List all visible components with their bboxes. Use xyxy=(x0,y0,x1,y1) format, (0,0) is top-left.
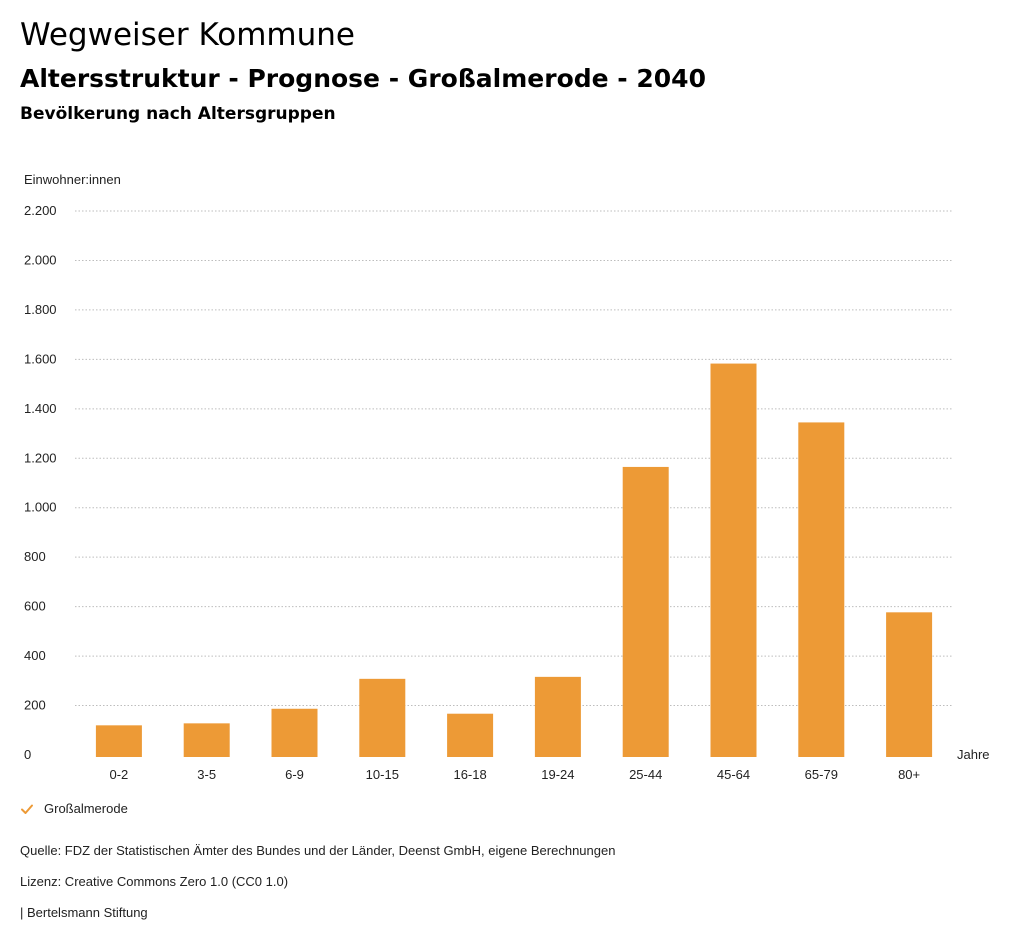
y-axis-title: Einwohner:innen xyxy=(24,172,121,187)
y-tick-label: 1.000 xyxy=(24,500,57,515)
x-tick-label: 25-44 xyxy=(629,767,662,782)
x-tick-label: 10-15 xyxy=(366,767,399,782)
bar xyxy=(359,678,406,757)
bar xyxy=(183,723,230,757)
y-tick-label: 2.200 xyxy=(24,203,57,218)
y-tick-label: 1.800 xyxy=(24,302,57,317)
bar xyxy=(447,713,494,757)
x-tick-label: 45-64 xyxy=(717,767,750,782)
x-tick-label: 80+ xyxy=(898,767,920,782)
bar xyxy=(886,612,933,757)
x-tick-label: 16-18 xyxy=(453,767,486,782)
x-tick-label: 0-2 xyxy=(110,767,129,782)
x-tick-label: 65-79 xyxy=(805,767,838,782)
bar-chart: Einwohner:innen 0 200 400 600 800 1.000 1.200 1.… xyxy=(24,172,990,782)
y-tick-label: 0 xyxy=(24,747,31,762)
y-tick-label: 200 xyxy=(24,698,46,713)
source-note: Quelle: FDZ der Statistischen Ämter des … xyxy=(20,843,616,858)
bar xyxy=(798,422,845,757)
axis-labels: Einwohner:innen 0 200 400 600 800 1.000 1.200 1.… xyxy=(24,172,990,782)
license-note: Lizenz: Creative Commons Zero 1.0 (CC0 1… xyxy=(20,874,289,889)
chart-section-title: Bevölkerung nach Altersgruppen xyxy=(20,104,336,124)
y-tick-label: 1.400 xyxy=(24,401,57,416)
y-tick-label: 2.000 xyxy=(24,252,57,267)
legend-item[interactable]: Großalmerode xyxy=(20,801,128,816)
y-tick-label: 800 xyxy=(24,549,46,564)
x-tick-label: 6-9 xyxy=(285,767,304,782)
y-tick-label: 1.600 xyxy=(24,351,57,366)
checkmark-icon xyxy=(21,804,33,814)
x-tick-label: 3-5 xyxy=(197,767,216,782)
bar xyxy=(271,708,318,757)
y-tick-label: 400 xyxy=(24,648,46,663)
bar xyxy=(710,363,757,757)
x-axis-title: Jahre xyxy=(957,747,990,762)
legend-label: Großalmerode xyxy=(44,801,128,816)
bar-series xyxy=(95,363,933,757)
publisher-note: | Bertelsmann Stiftung xyxy=(20,905,148,920)
bar xyxy=(622,466,669,757)
bar xyxy=(534,676,581,757)
page-subtitle: Altersstruktur - Prognose - Großalmerode… xyxy=(20,64,706,93)
bar xyxy=(95,725,142,757)
y-tick-label: 600 xyxy=(24,599,46,614)
page-title: Wegweiser Kommune xyxy=(20,17,355,53)
y-tick-label: 1.200 xyxy=(24,450,57,465)
x-tick-label: 19-24 xyxy=(541,767,574,782)
